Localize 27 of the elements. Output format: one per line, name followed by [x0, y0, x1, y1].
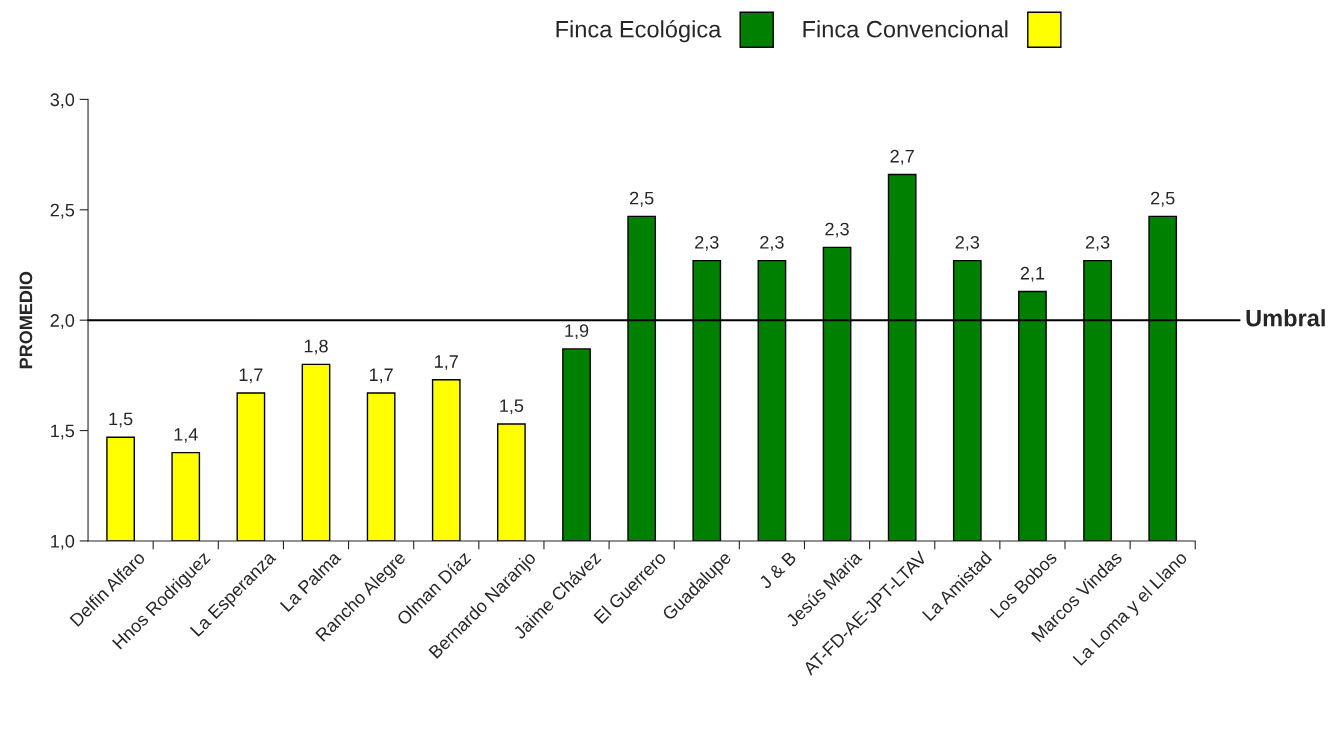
data-label: 1,8	[304, 339, 328, 355]
data-label: 1,7	[369, 368, 393, 384]
data-label: 2,5	[630, 191, 654, 207]
data-label: 2,3	[825, 222, 849, 238]
data-label: 2,7	[890, 149, 914, 165]
data-label: 2,1	[1020, 266, 1045, 282]
y-axis-title: PROMEDIO	[19, 271, 33, 369]
data-label: 1,5	[109, 412, 133, 428]
data-label: 2,3	[1085, 235, 1110, 251]
y-tick-label: 1,0	[51, 534, 75, 550]
data-label: 2,3	[695, 235, 719, 251]
data-label: 1,9	[565, 324, 589, 340]
legend-label: Finca Ecológica	[556, 19, 722, 43]
data-label: 1,4	[174, 428, 198, 443]
data-label: 2,3	[760, 235, 784, 251]
y-tick-label: 2,5	[50, 203, 75, 219]
y-tick-label: 1,5	[51, 424, 75, 440]
data-label: 2,3	[955, 235, 980, 251]
data-label: 1,5	[500, 399, 524, 415]
data-label: 1,7	[435, 355, 458, 371]
ref-line-label: Umbral	[1246, 309, 1325, 327]
data-label: 1,7	[239, 368, 263, 384]
data-label: 2,5	[1151, 191, 1175, 207]
y-tick-label: 2,0	[50, 314, 75, 330]
y-tick-label: 3,0	[50, 93, 75, 109]
x-tick-label: J & B	[758, 550, 797, 590]
legend-label: Finca Convencional	[803, 20, 1008, 38]
